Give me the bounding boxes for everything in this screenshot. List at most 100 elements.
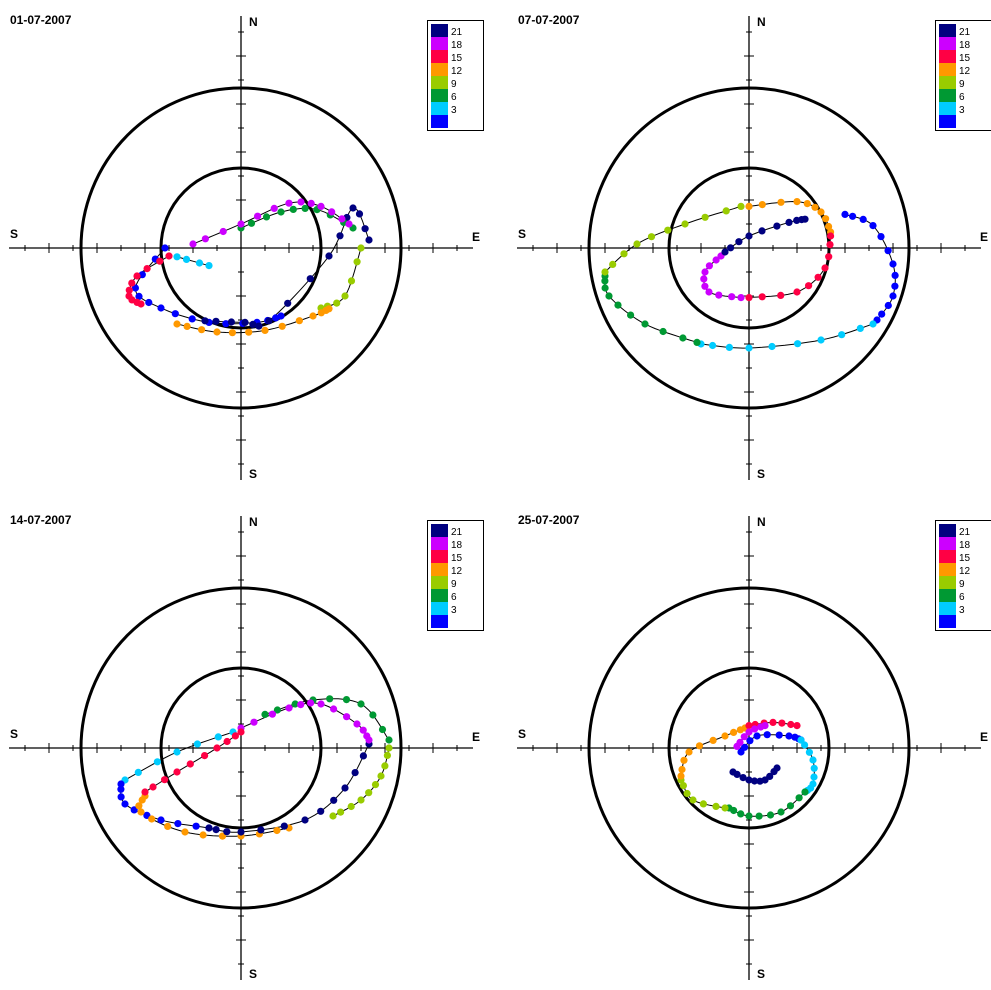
- legend-swatch: [431, 50, 448, 63]
- data-point: [761, 722, 769, 730]
- data-point: [325, 252, 333, 260]
- data-point: [727, 244, 735, 252]
- data-point: [641, 320, 649, 328]
- data-point: [777, 291, 785, 299]
- data-point: [758, 227, 766, 235]
- data-point: [261, 710, 269, 718]
- data-point: [117, 785, 125, 793]
- legend-swatch: [939, 63, 956, 76]
- data-point: [877, 233, 885, 241]
- data-point: [134, 768, 142, 776]
- horizon-ring: [79, 586, 403, 910]
- data-point: [809, 756, 817, 764]
- legend: 21 18 15 12 9 6 3: [427, 520, 484, 631]
- data-point: [712, 256, 720, 264]
- data-point: [148, 815, 156, 823]
- data-point: [701, 268, 709, 276]
- data-point: [326, 695, 334, 703]
- horizon-ring: [587, 586, 911, 910]
- legend-swatch: [431, 24, 448, 37]
- data-point: [137, 300, 145, 308]
- data-point: [758, 201, 766, 209]
- data-point: [811, 203, 819, 211]
- data-point: [736, 738, 744, 746]
- data-point: [325, 305, 333, 313]
- data-point: [884, 247, 892, 255]
- data-point: [222, 320, 230, 328]
- data-point: [330, 796, 338, 804]
- data-point: [291, 700, 299, 708]
- panel-title: 14-07-2007: [10, 513, 72, 527]
- data-point: [664, 226, 672, 234]
- polar-plot: N S E S: [517, 515, 988, 981]
- legend-swatch: [939, 563, 956, 576]
- legend-swatch: [431, 550, 448, 563]
- legend-label: 21: [959, 27, 971, 38]
- data-point: [647, 233, 656, 241]
- data-point: [333, 299, 341, 307]
- data-point: [891, 271, 899, 279]
- data-point: [601, 284, 609, 292]
- legend-swatch: [939, 589, 956, 602]
- data-point: [745, 294, 753, 302]
- compass-north-label: N: [757, 515, 766, 529]
- data-point: [181, 828, 189, 836]
- data-point: [371, 781, 380, 789]
- data-point: [766, 811, 775, 819]
- data-point: [614, 301, 622, 309]
- data-point: [745, 776, 753, 784]
- legend-swatch: [431, 602, 448, 615]
- legend-swatch: [431, 537, 448, 550]
- polar-plot: N S E S: [9, 15, 480, 481]
- data-point: [758, 293, 766, 301]
- data-point: [683, 789, 691, 798]
- legend-label: 15: [451, 53, 463, 64]
- data-point: [219, 227, 227, 236]
- legend-label: 3: [959, 105, 965, 116]
- trajectory-line: [703, 255, 742, 299]
- data-point: [620, 250, 628, 258]
- legend-label: 15: [959, 553, 971, 564]
- data-point: [745, 722, 753, 730]
- legend: 21 18 15 12 9 6 3: [935, 20, 991, 131]
- legend: 21 18 15 12 9 6 3: [935, 520, 991, 631]
- data-point: [385, 736, 393, 744]
- data-point: [265, 317, 273, 325]
- data-point: [201, 752, 209, 760]
- data-point: [793, 722, 801, 730]
- data-point: [769, 718, 777, 726]
- data-point: [349, 204, 357, 212]
- data-point: [307, 699, 315, 707]
- data-point: [359, 752, 367, 760]
- data-point: [705, 262, 713, 270]
- data-point: [231, 732, 239, 740]
- data-point: [680, 756, 688, 764]
- data-point: [301, 204, 309, 212]
- data-point: [143, 265, 151, 273]
- data-point: [859, 215, 867, 223]
- data-point: [273, 706, 281, 714]
- data-point: [838, 331, 846, 339]
- data-point: [195, 259, 204, 267]
- legend-label: 15: [451, 553, 463, 564]
- data-point: [773, 222, 781, 230]
- data-point: [801, 215, 809, 223]
- legend-swatch: [431, 615, 448, 628]
- data-point: [161, 776, 169, 784]
- data-point: [777, 198, 785, 206]
- trajectory-line: [120, 783, 210, 829]
- data-point: [822, 215, 830, 223]
- data-point: [778, 719, 786, 727]
- data-point: [805, 748, 813, 756]
- data-point: [199, 831, 207, 839]
- data-point: [213, 328, 221, 336]
- data-point: [763, 731, 771, 739]
- data-point: [728, 293, 736, 301]
- compass-south-label: S: [249, 967, 257, 981]
- legend-swatch: [939, 115, 956, 128]
- data-point: [205, 262, 213, 270]
- trajectory-line: [700, 323, 874, 349]
- data-point: [817, 208, 825, 216]
- data-point: [353, 720, 361, 728]
